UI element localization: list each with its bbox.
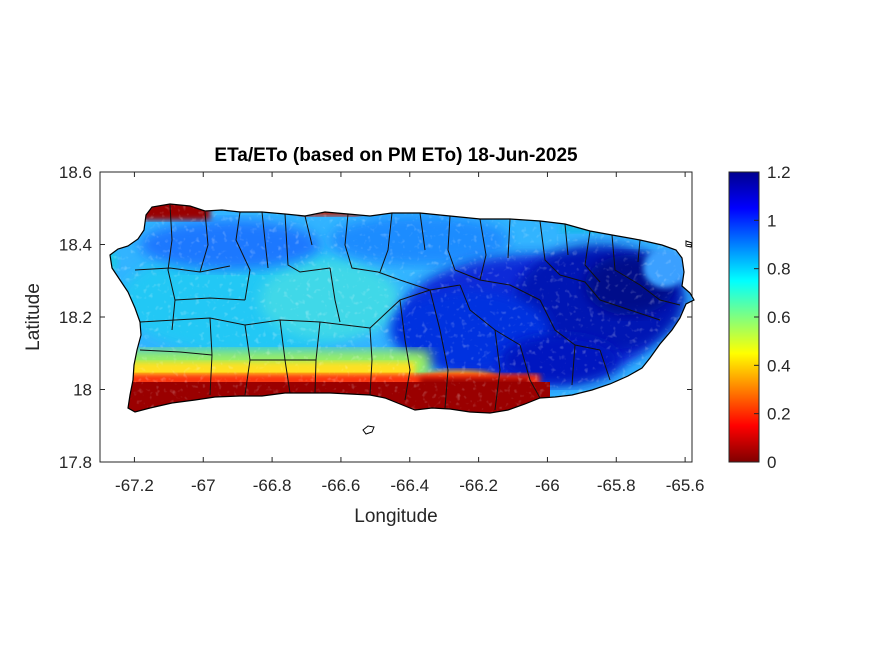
colorbar-tick-label: 0 [767,453,776,472]
y-tick-label: 18.6 [59,163,92,182]
x-tick-label: -65.6 [666,476,705,495]
municipality-boundary [584,230,601,283]
municipality-boundary [479,218,487,281]
municipality-boundary [167,204,176,331]
x-tick-label: -67.2 [115,476,154,495]
municipality-boundary [599,299,661,321]
colorbar-tick-label: 0.2 [767,405,791,424]
municipality-boundary [429,289,449,409]
x-tick-label: -66 [535,476,560,495]
municipality-boundary [344,213,379,273]
municipality-boundary [199,211,209,273]
y-tick-label: 17.8 [59,453,92,472]
municipality-boundary [261,211,269,269]
municipality-boundary [459,284,521,346]
x-tick-label: -66.4 [390,476,429,495]
municipality-boundary [139,349,213,356]
colorbar-tick-label: 1 [767,211,776,230]
y-axis-ticks: 17.8 18 18.2 18.4 18.6 [59,163,692,472]
municipality-boundary [379,212,393,273]
municipality-boundary [559,274,601,301]
municipality-boundary [599,349,611,381]
municipality-boundary [399,299,411,401]
y-tick-label: 18.4 [59,236,92,255]
municipality-boundary [329,267,341,323]
municipality-boundary [611,234,641,286]
colorbar-tick-label: 0.4 [767,356,791,375]
municipality-boundary [519,344,541,399]
x-tick-label: -66.8 [253,476,292,495]
municipality-boundary [174,297,246,301]
municipality-boundary [377,271,431,291]
municipality-boundary [494,329,501,411]
colorbar-ticks: 0 0.2 0.4 0.6 0.8 1 1.2 [754,163,791,472]
municipality-boundary [637,239,641,263]
small-islet [362,425,375,435]
colorbar-tick-label: 1.2 [767,163,791,182]
municipality-boundary [369,284,461,329]
y-tick-label: 18 [73,381,92,400]
municipality-boundary [447,215,456,271]
municipality-boundary [571,344,576,386]
east-islet [685,240,693,248]
colorbar-tick-label: 0.8 [767,260,791,279]
x-tick-label: -67 [191,476,216,495]
municipality-boundary [284,213,331,273]
x-tick-label: -65.8 [597,476,636,495]
x-tick-label: -66.6 [322,476,361,495]
x-axis-label: Longitude [354,506,437,527]
municipality-boundaries [134,204,681,411]
municipality-boundary [235,211,251,301]
municipality-boundary [507,218,511,259]
municipality-boundary [564,223,569,256]
y-axis-label: Latitude [23,283,44,351]
municipality-boundary [639,284,681,306]
y-tick-label: 18.2 [59,308,92,327]
island-outline [109,203,695,414]
x-axis-ticks: -67.2 -67 -66.8 -66.6 -66.4 -66.2 -66 -65.8 -65.… [115,172,704,495]
municipality-boundary [539,220,561,276]
municipality-boundary [369,327,373,396]
colorbar-tick-label: 0.6 [767,308,791,327]
municipality-boundary [454,269,541,301]
municipality-boundary [304,215,313,246]
municipality-boundary [539,299,601,351]
x-tick-label: -66.2 [459,476,498,495]
chart-title: ETa/ETo (based on PM ETo) 18-Jun-2025 [214,145,578,166]
municipality-boundary [134,265,231,273]
municipality-boundary [419,212,426,251]
